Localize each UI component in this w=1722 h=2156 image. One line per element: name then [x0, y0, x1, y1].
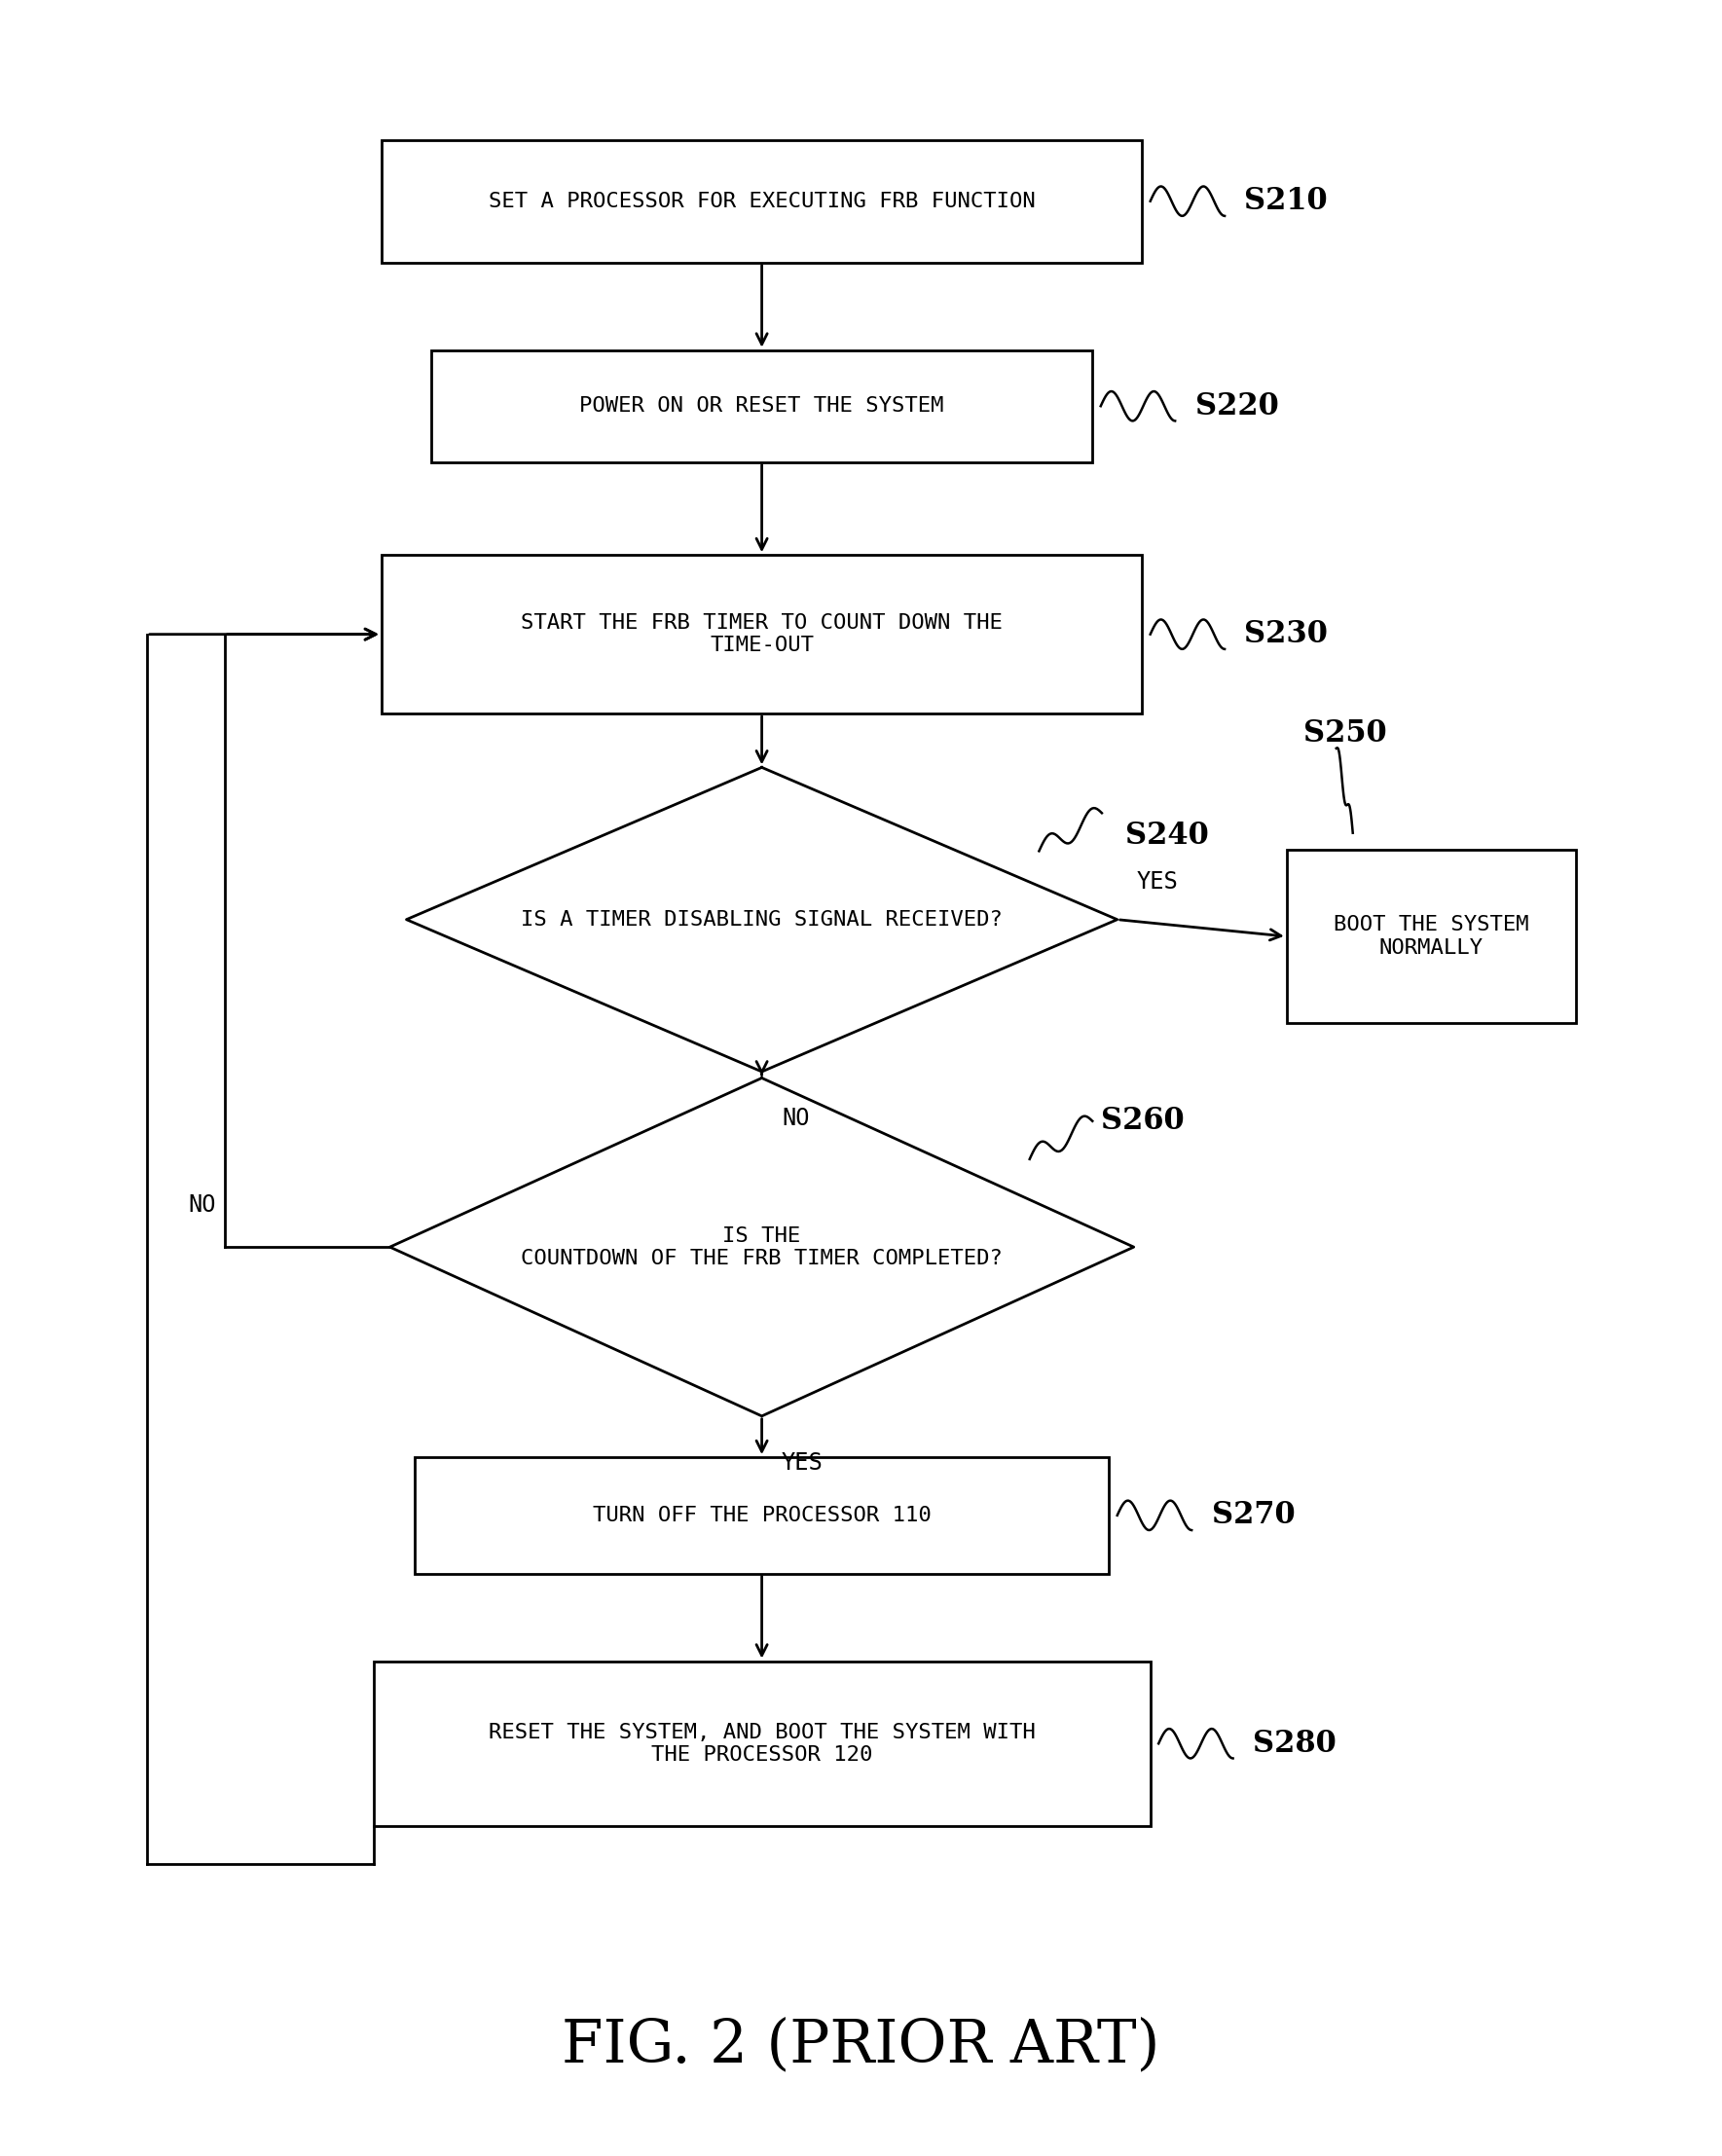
- Text: SET A PROCESSOR FOR EXECUTING FRB FUNCTION: SET A PROCESSOR FOR EXECUTING FRB FUNCTI…: [489, 192, 1035, 211]
- Text: NO: NO: [188, 1192, 217, 1216]
- FancyBboxPatch shape: [374, 1660, 1150, 1826]
- Text: FIG. 2 (PRIOR ART): FIG. 2 (PRIOR ART): [561, 2016, 1161, 2074]
- Text: S250: S250: [1304, 718, 1386, 748]
- FancyBboxPatch shape: [382, 554, 1142, 714]
- Text: S240: S240: [1126, 821, 1209, 852]
- Text: BOOT THE SYSTEM
NORMALLY: BOOT THE SYSTEM NORMALLY: [1333, 916, 1529, 957]
- Text: RESET THE SYSTEM, AND BOOT THE SYSTEM WITH
THE PROCESSOR 120: RESET THE SYSTEM, AND BOOT THE SYSTEM WI…: [489, 1723, 1035, 1764]
- Text: IS A TIMER DISABLING SIGNAL RECEIVED?: IS A TIMER DISABLING SIGNAL RECEIVED?: [522, 910, 1002, 929]
- FancyBboxPatch shape: [415, 1457, 1109, 1574]
- Text: POWER ON OR RESET THE SYSTEM: POWER ON OR RESET THE SYSTEM: [580, 397, 944, 416]
- Text: YES: YES: [1137, 869, 1178, 893]
- FancyBboxPatch shape: [430, 349, 1092, 461]
- Text: YES: YES: [782, 1451, 823, 1475]
- Text: START THE FRB TIMER TO COUNT DOWN THE
TIME-OUT: START THE FRB TIMER TO COUNT DOWN THE TI…: [522, 612, 1002, 655]
- Text: S210: S210: [1245, 185, 1328, 216]
- Text: S220: S220: [1195, 390, 1278, 420]
- Text: TURN OFF THE PROCESSOR 110: TURN OFF THE PROCESSOR 110: [592, 1505, 932, 1524]
- Text: S280: S280: [1254, 1729, 1336, 1759]
- Text: NO: NO: [782, 1106, 809, 1130]
- FancyBboxPatch shape: [1286, 849, 1576, 1024]
- Text: S230: S230: [1245, 619, 1328, 649]
- FancyBboxPatch shape: [382, 140, 1142, 263]
- Text: S260: S260: [1100, 1106, 1185, 1136]
- Text: S270: S270: [1212, 1501, 1295, 1531]
- Text: IS THE
COUNTDOWN OF THE FRB TIMER COMPLETED?: IS THE COUNTDOWN OF THE FRB TIMER COMPLE…: [522, 1227, 1002, 1268]
